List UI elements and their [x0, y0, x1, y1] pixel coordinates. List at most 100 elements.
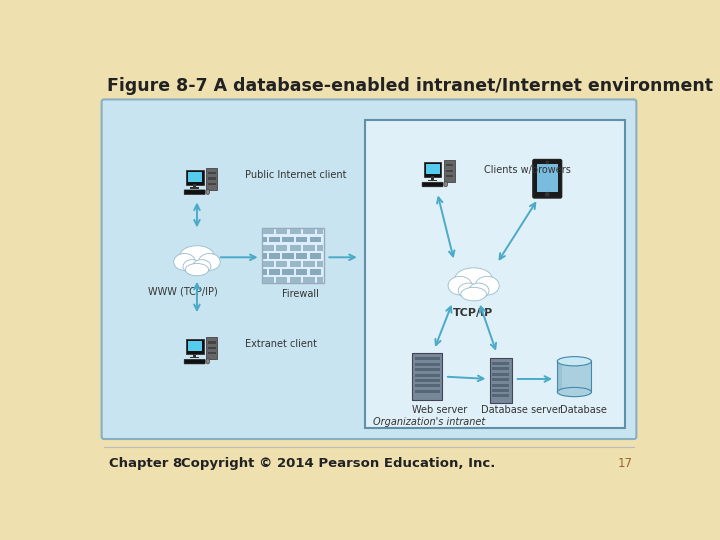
- Bar: [262, 228, 324, 284]
- Bar: [263, 237, 266, 242]
- Bar: [282, 269, 294, 275]
- Ellipse shape: [174, 253, 195, 271]
- Bar: [208, 347, 215, 349]
- Bar: [492, 389, 509, 392]
- Bar: [428, 179, 437, 181]
- Bar: [269, 237, 280, 242]
- Ellipse shape: [455, 268, 492, 290]
- FancyBboxPatch shape: [206, 167, 217, 190]
- Ellipse shape: [469, 283, 489, 298]
- Bar: [263, 228, 274, 234]
- Circle shape: [546, 161, 549, 164]
- Bar: [296, 237, 307, 242]
- Bar: [431, 177, 434, 179]
- FancyBboxPatch shape: [422, 182, 443, 187]
- Bar: [303, 277, 315, 283]
- Bar: [188, 172, 202, 182]
- Bar: [492, 383, 509, 387]
- Bar: [446, 164, 454, 166]
- FancyBboxPatch shape: [533, 159, 562, 198]
- Bar: [415, 379, 439, 382]
- Bar: [289, 245, 301, 251]
- FancyBboxPatch shape: [102, 99, 636, 439]
- Ellipse shape: [206, 359, 210, 364]
- Ellipse shape: [199, 253, 220, 271]
- Bar: [276, 228, 287, 234]
- Bar: [269, 269, 280, 275]
- Bar: [289, 261, 301, 267]
- Bar: [415, 357, 439, 361]
- Bar: [415, 390, 439, 393]
- Bar: [317, 261, 323, 267]
- FancyBboxPatch shape: [206, 337, 217, 359]
- Text: Extranet client: Extranet client: [245, 339, 317, 349]
- Bar: [310, 253, 320, 259]
- Bar: [208, 352, 215, 354]
- Bar: [303, 228, 315, 234]
- Bar: [557, 361, 562, 392]
- FancyBboxPatch shape: [186, 339, 204, 354]
- Bar: [208, 183, 215, 185]
- Bar: [303, 245, 315, 251]
- Ellipse shape: [557, 356, 591, 366]
- Bar: [263, 277, 274, 283]
- Bar: [317, 228, 323, 234]
- FancyBboxPatch shape: [184, 190, 205, 194]
- Bar: [193, 354, 196, 356]
- FancyBboxPatch shape: [490, 358, 512, 403]
- Text: Database server: Database server: [482, 405, 562, 415]
- Ellipse shape: [475, 276, 499, 295]
- Bar: [269, 253, 280, 259]
- Ellipse shape: [458, 283, 479, 298]
- Text: TCP/IP: TCP/IP: [453, 308, 493, 318]
- FancyBboxPatch shape: [365, 120, 625, 428]
- Bar: [208, 177, 215, 179]
- Bar: [415, 368, 439, 372]
- FancyBboxPatch shape: [186, 170, 204, 185]
- FancyBboxPatch shape: [412, 353, 442, 400]
- Bar: [317, 277, 323, 283]
- Bar: [289, 277, 301, 283]
- Text: 17: 17: [618, 457, 632, 470]
- FancyBboxPatch shape: [184, 359, 205, 364]
- Bar: [492, 394, 509, 397]
- Ellipse shape: [192, 260, 211, 273]
- Ellipse shape: [448, 276, 472, 295]
- Bar: [317, 245, 323, 251]
- Bar: [188, 341, 202, 351]
- Bar: [289, 228, 301, 234]
- Bar: [282, 253, 294, 259]
- Bar: [263, 253, 266, 259]
- Text: Clients w/browers: Clients w/browers: [484, 165, 570, 174]
- Bar: [296, 253, 307, 259]
- Bar: [536, 164, 558, 192]
- Bar: [282, 237, 294, 242]
- Text: Web server: Web server: [412, 405, 467, 415]
- Text: Chapter 8: Chapter 8: [109, 457, 183, 470]
- Bar: [415, 363, 439, 366]
- Ellipse shape: [180, 246, 214, 266]
- Bar: [492, 373, 509, 376]
- Ellipse shape: [557, 356, 591, 366]
- Ellipse shape: [444, 181, 448, 187]
- Bar: [276, 277, 287, 283]
- Circle shape: [546, 193, 549, 196]
- Bar: [310, 237, 320, 242]
- Bar: [190, 187, 199, 189]
- Bar: [193, 184, 196, 187]
- Bar: [263, 245, 274, 251]
- FancyBboxPatch shape: [444, 160, 456, 182]
- Bar: [263, 261, 274, 267]
- Text: Figure 8-7 A database-enabled intranet/Internet environment: Figure 8-7 A database-enabled intranet/I…: [107, 77, 713, 96]
- Bar: [190, 356, 199, 358]
- Ellipse shape: [461, 287, 487, 301]
- Bar: [208, 172, 215, 174]
- FancyBboxPatch shape: [423, 162, 441, 177]
- Text: Copyright © 2014 Pearson Education, Inc.: Copyright © 2014 Pearson Education, Inc.: [181, 457, 495, 470]
- Bar: [303, 261, 315, 267]
- Bar: [276, 245, 287, 251]
- Text: Public Internet client: Public Internet client: [245, 170, 346, 180]
- Bar: [557, 361, 591, 392]
- Bar: [446, 175, 454, 177]
- Ellipse shape: [183, 260, 202, 273]
